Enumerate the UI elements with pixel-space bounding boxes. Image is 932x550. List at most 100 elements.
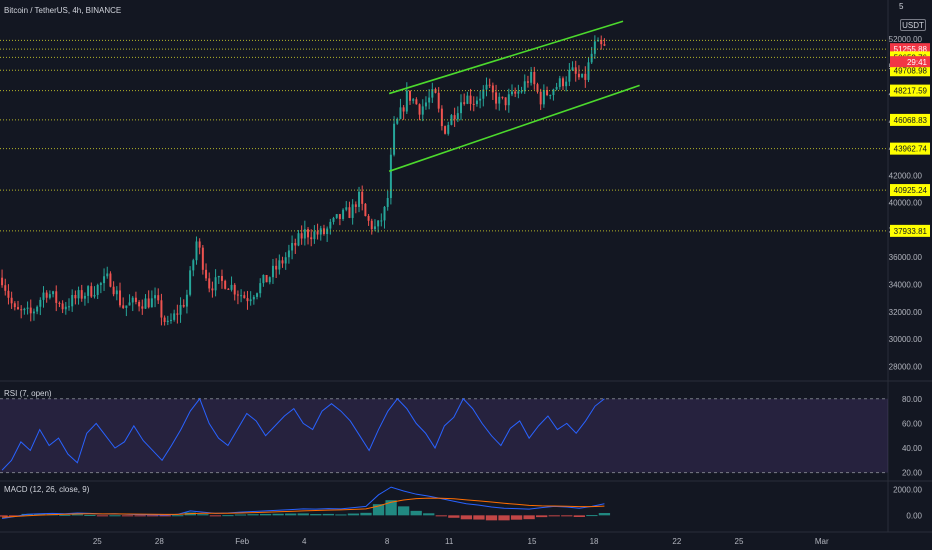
candle-body xyxy=(48,294,51,298)
candle xyxy=(32,308,35,321)
candle xyxy=(526,75,529,88)
candle-body xyxy=(131,297,134,303)
candle xyxy=(71,289,74,312)
candle-body xyxy=(354,204,357,207)
candle xyxy=(421,99,424,122)
price-tag-bg xyxy=(890,224,930,237)
price-tag-bg xyxy=(890,113,930,126)
candle-body xyxy=(393,123,396,155)
macd-histogram-bar xyxy=(147,515,159,517)
candle xyxy=(109,271,112,288)
rsi-label[interactable]: RSI (7, open) xyxy=(4,389,52,398)
candle-body xyxy=(549,94,552,96)
price-tag-bg xyxy=(890,184,930,197)
candle xyxy=(542,84,545,108)
candle xyxy=(160,293,163,326)
candle-body xyxy=(93,294,96,297)
candle xyxy=(77,286,80,305)
candle-body xyxy=(90,286,93,297)
candle xyxy=(154,287,157,308)
macd-histogram-bar xyxy=(536,515,548,518)
macd-tick-label: 0.00 xyxy=(906,511,922,520)
candle-body xyxy=(593,41,596,54)
candle xyxy=(581,73,584,79)
symbol-title[interactable]: Bitcoin / TetherUS, 4h, BINANCE xyxy=(4,6,122,15)
candle-body xyxy=(584,73,587,80)
candle-body xyxy=(501,96,504,98)
candle xyxy=(198,238,201,255)
candle-body xyxy=(383,206,386,221)
candle xyxy=(176,304,179,324)
candle-body xyxy=(256,293,259,297)
candle xyxy=(122,297,125,310)
candle-body xyxy=(192,260,195,271)
candle xyxy=(437,87,440,113)
candle-body xyxy=(77,290,80,299)
candle-body xyxy=(542,90,545,105)
candle-body xyxy=(495,92,498,104)
candle xyxy=(501,96,504,100)
candle-body xyxy=(166,320,169,322)
countdown-text: 29:41 xyxy=(907,58,928,67)
candle-body xyxy=(233,284,236,295)
candle xyxy=(469,88,472,111)
candle-body xyxy=(348,207,351,218)
macd-histogram-bar xyxy=(347,513,360,516)
candle-body xyxy=(603,44,606,46)
price-level-tag: 37933.81 xyxy=(890,224,930,237)
macd-histogram-bar xyxy=(448,515,460,518)
macd-histogram-bar xyxy=(410,510,422,516)
candle xyxy=(491,82,494,101)
price-tag-bg xyxy=(890,84,930,97)
candle-body xyxy=(402,107,405,112)
candle xyxy=(530,66,533,86)
candle xyxy=(271,258,274,284)
candle xyxy=(546,86,549,97)
candle xyxy=(259,278,262,298)
macd-label[interactable]: MACD (12, 26, close, 9) xyxy=(4,485,90,494)
candle xyxy=(201,244,204,275)
candle-body xyxy=(546,90,549,96)
candle xyxy=(131,296,134,312)
x-tick-label: 25 xyxy=(735,537,744,546)
x-tick-label: 18 xyxy=(590,537,599,546)
candle xyxy=(39,297,42,316)
candle-body xyxy=(58,302,61,304)
candle-body xyxy=(7,290,10,298)
candle-body xyxy=(482,89,485,99)
candle-body xyxy=(122,305,125,308)
candle xyxy=(504,97,507,111)
candle-body xyxy=(125,305,128,308)
candle xyxy=(345,201,348,212)
candle-body xyxy=(380,220,383,222)
candle-body xyxy=(96,284,99,295)
candle-body xyxy=(291,242,294,251)
candle-body xyxy=(421,106,424,115)
candle-body xyxy=(358,191,361,207)
candle-body xyxy=(205,269,208,279)
candle xyxy=(252,295,255,305)
candle xyxy=(389,147,392,205)
candle-body xyxy=(303,229,306,239)
currency-badge[interactable]: USDT xyxy=(900,19,926,31)
candle-body xyxy=(520,91,523,93)
candle xyxy=(412,97,415,104)
candle-body xyxy=(259,283,262,294)
macd-histogram-bar xyxy=(598,513,611,516)
candle-body xyxy=(208,278,211,289)
candle-body xyxy=(211,288,214,291)
candle-body xyxy=(169,319,172,321)
candle xyxy=(278,254,281,275)
candle xyxy=(287,244,290,264)
candle-body xyxy=(447,124,450,134)
candle-body xyxy=(26,307,29,309)
candle-body xyxy=(511,91,513,95)
candle-body xyxy=(552,89,555,95)
candle-body xyxy=(45,292,48,298)
candle xyxy=(498,92,501,111)
candle-body xyxy=(335,214,338,218)
candle xyxy=(87,285,90,304)
macd-histogram-bar xyxy=(234,514,247,516)
candle-body xyxy=(217,276,220,278)
